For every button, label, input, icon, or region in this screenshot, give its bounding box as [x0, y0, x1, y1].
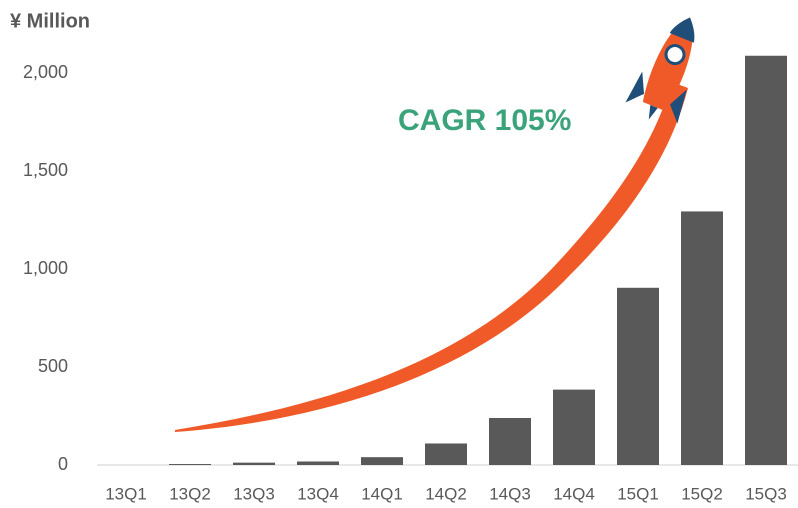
- y-tick-label: 1,500: [23, 160, 68, 180]
- bar: [681, 211, 723, 465]
- bar: [233, 462, 275, 465]
- bar: [169, 464, 211, 465]
- rocket-trail: [175, 82, 688, 432]
- y-tick-label: 1,000: [23, 258, 68, 278]
- chart-title: ¥ Million: [10, 10, 90, 32]
- x-tick-label: 14Q2: [425, 484, 467, 503]
- x-tick-label: 14Q4: [553, 484, 595, 503]
- x-tick-label: 15Q3: [745, 484, 787, 503]
- y-tick-label: 2,000: [23, 62, 68, 82]
- bar: [361, 457, 403, 465]
- bar: [745, 55, 787, 465]
- bar: [297, 461, 339, 465]
- rocket-decoration: [175, 17, 695, 432]
- annotation: CAGR 105%: [398, 104, 571, 137]
- x-tick-label: 15Q2: [681, 484, 723, 503]
- x-tick-label: 14Q1: [361, 484, 403, 503]
- x-tick-label: 15Q1: [617, 484, 659, 503]
- x-tick-label: 14Q3: [489, 484, 531, 503]
- x-tick-label: 13Q1: [105, 484, 147, 503]
- y-tick-label: 0: [58, 454, 68, 474]
- bar: [489, 418, 531, 465]
- bar: [425, 443, 467, 465]
- y-tick-label: 500: [38, 356, 68, 376]
- bar: [553, 389, 595, 465]
- x-tick-label: 13Q3: [233, 484, 275, 503]
- x-tick-label: 13Q2: [169, 484, 211, 503]
- rocket: [625, 17, 695, 124]
- x-tick-label: 13Q4: [297, 484, 339, 503]
- bar: [617, 287, 659, 465]
